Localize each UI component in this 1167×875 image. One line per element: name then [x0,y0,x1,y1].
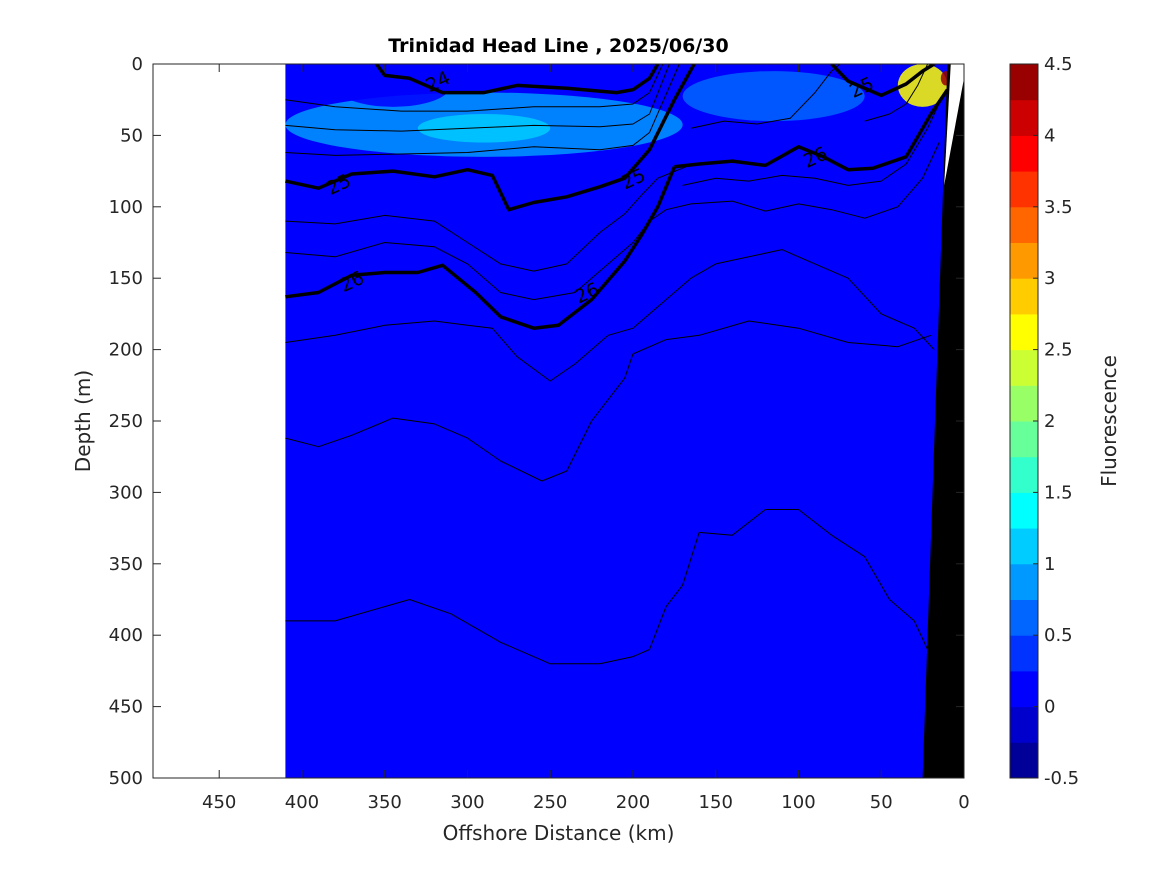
colorbar-segment [1010,492,1038,529]
colorbar-segment [1010,635,1038,672]
density-contour-bold [374,64,660,95]
colorbar-tick-label: 0 [1044,697,1055,718]
density-contour-bold [674,88,949,172]
bathymetry [922,64,964,778]
x-tick-label: 250 [533,792,567,813]
x-tick-label: 0 [958,792,969,813]
colorbar-segment [1010,385,1038,422]
x-tick-label: 300 [450,792,484,813]
colorbar-segment [1010,456,1038,493]
x-tick-label: 350 [368,792,402,813]
y-tick-label: 200 [109,340,143,361]
fluorescence-patch [682,71,865,122]
y-tick-label: 250 [109,411,143,432]
colorbar-segment [1010,670,1038,708]
y-tick-label: 100 [109,197,143,218]
colorbar-segment [1010,349,1038,386]
density-contour [285,142,940,301]
y-tick-label: 450 [109,697,143,718]
x-tick-label: 400 [285,792,319,813]
colorbar: 4.5 4 3.5 3 2.5 2 1.5 1 0.5 0 -0.5 [1009,54,1079,789]
colorbar-segment [1010,242,1038,279]
colorbar-tick-label: 1 [1044,554,1055,575]
y-axis-label: Depth (m) [71,370,95,472]
density-contour [864,64,929,122]
y-tick-label: 50 [120,125,143,146]
density-contour [285,64,680,156]
colorbar-segment [1010,278,1038,315]
fluorescence-patch [417,113,551,143]
y-tick-label: 500 [109,768,143,789]
density-contour [285,249,935,382]
colorbar-tick-label: 0.5 [1044,625,1073,646]
y-tick-label: 0 [132,54,143,75]
density-contour-bold [285,166,677,330]
x-axis-label: Offshore Distance (km) [443,821,675,845]
colorbar-segment [1010,421,1038,458]
colorbar-segment [1010,64,1038,101]
colorbar-segment [1010,563,1038,600]
x-tick-label: 100 [781,792,815,813]
colorbar-tick-label: 3.5 [1044,197,1073,218]
density-contour [690,64,841,129]
density-contour [285,320,932,482]
plot-area [285,64,964,778]
fluorescence-field [285,64,964,778]
colorbar-tick-label: 4 [1044,125,1055,146]
x-tick-label: 50 [870,792,893,813]
coast-blank [944,64,964,186]
colorbar-tick-label: 4.5 [1044,54,1073,75]
field-background [285,64,964,778]
colorbar-tick-label: 3 [1044,268,1055,289]
colorbar-segment [1010,171,1038,208]
density-contour [682,99,942,186]
colorbar-tick-label: 1.5 [1044,482,1073,503]
density-contour [285,166,687,272]
chart-title: Trinidad Head Line , 2025/06/30 [388,35,728,57]
density-contours [285,64,949,665]
y-tick-label: 350 [109,554,143,575]
x-tick-label: 150 [699,792,733,813]
colorbar-tick-label: -0.5 [1044,768,1079,789]
density-contour [285,64,664,112]
colorbar-segment [1010,135,1038,172]
y-tick-label: 300 [109,482,143,503]
x-tick-label: 200 [616,792,650,813]
seafloor-shape [922,64,964,778]
y-tick-label: 400 [109,625,143,646]
colorbar-segment [1010,706,1038,743]
fluorescence-patch [335,64,451,107]
x-axis: 450 400 350 300 250 200 150 100 50 0 [202,64,970,813]
colorbar-segment [1010,313,1038,351]
density-contour [285,509,929,665]
y-tick-label: 150 [109,268,143,289]
colorbar-segment [1010,206,1038,243]
colorbar-segment [1010,742,1038,779]
colorbar-segment [1010,99,1038,136]
colorbar-segment [1010,528,1038,565]
colorbar-tick-label: 2 [1044,411,1055,432]
x-tick-label: 450 [202,792,236,813]
colorbar-label: Fluorescence [1097,355,1121,487]
colorbar-segment [1010,599,1038,636]
density-contour [285,64,670,132]
density-contour-bold [285,64,696,212]
fluorescence-patch [897,64,948,107]
colorbar-tick-label: 2.5 [1044,340,1073,361]
y-axis: 0 50 100 150 200 250 300 350 400 450 500 [109,54,964,789]
